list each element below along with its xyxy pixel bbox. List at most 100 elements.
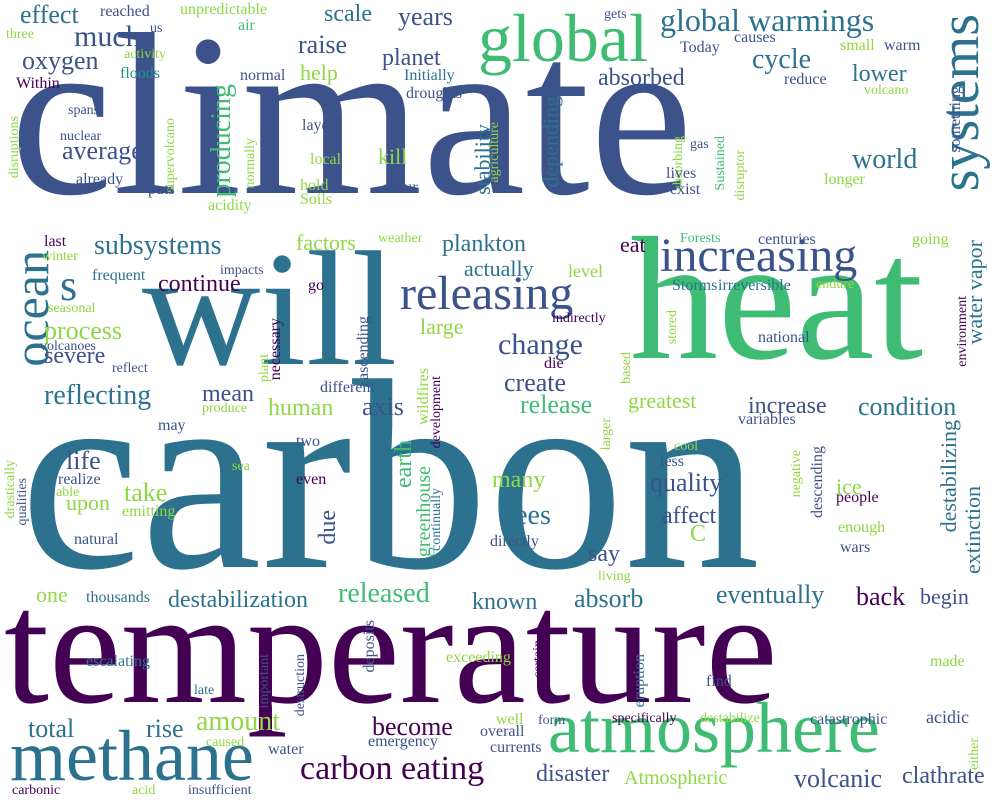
cloud-word: ascending (355, 316, 372, 380)
cloud-word: plant (257, 354, 272, 382)
cloud-word: oxygen (22, 46, 99, 75)
cloud-word: hold (300, 177, 329, 194)
cloud-word: already (76, 171, 124, 188)
cloud-word: subsystems (94, 230, 222, 261)
cloud-word: process (44, 316, 122, 345)
cloud-word: even (296, 471, 327, 488)
cloud-word: gets (604, 7, 627, 22)
cloud-word: clathrate (902, 763, 985, 789)
cloud-word: one (36, 582, 68, 607)
cloud-word: variables (738, 411, 796, 428)
cloud-word: disaster (536, 761, 610, 787)
cloud-word: normally (243, 138, 258, 189)
cloud-word: impacts (220, 263, 264, 278)
cloud-word: cycle (752, 44, 812, 75)
cloud-word: two (296, 433, 320, 450)
cloud-word: less (660, 453, 684, 470)
cloud-word: living (598, 569, 631, 584)
cloud-word: actually (464, 256, 534, 281)
cloud-word: realize (58, 471, 101, 488)
cloud-word: amount (196, 706, 280, 737)
cloud-word: axis (362, 392, 404, 421)
cloud-word: reduce (784, 71, 827, 88)
cloud-word: absorb (574, 584, 644, 613)
cloud-word: disruptions (7, 116, 22, 179)
cloud-word: air (238, 17, 255, 34)
cloud-word: small (840, 37, 875, 54)
cloud-word: volcanic (794, 764, 883, 793)
cloud-word: total (28, 714, 75, 743)
cloud-word: lower (852, 61, 907, 87)
cloud-word: emergency (368, 733, 438, 750)
cloud-word: natural (74, 531, 119, 548)
cloud-word: trees (498, 500, 551, 531)
cloud-word: affect (662, 503, 717, 529)
cloud-word: occur (382, 179, 418, 196)
cloud-word: Today (680, 39, 720, 56)
cloud-word: indirectly (552, 311, 606, 326)
cloud-word: puts (148, 181, 175, 198)
cloud-word: three (6, 27, 34, 42)
cloud-word: agriculture (487, 122, 502, 183)
cloud-word: may (158, 417, 186, 434)
cloud-word: important (257, 654, 272, 709)
cloud-word: become (372, 712, 453, 741)
cloud-word: average (62, 136, 143, 165)
cloud-word: level (568, 261, 603, 281)
cloud-word: severe (44, 343, 106, 369)
cloud-word: frequent (92, 267, 146, 284)
cloud-word: life (66, 446, 101, 475)
cloud-word: depending (538, 96, 563, 188)
cloud-word: irreversible (718, 277, 791, 294)
cloud-word: destabilize (700, 711, 760, 726)
cloud-word: centuries (758, 231, 816, 248)
cloud-word: begin (920, 584, 969, 609)
cloud-word: human (268, 395, 334, 421)
cloud-word: causes (734, 29, 776, 46)
cloud-word: quality (650, 468, 723, 497)
cloud-word: methane (10, 716, 254, 796)
cloud-word: specifically (612, 711, 677, 726)
cloud-word: reflect (112, 361, 148, 376)
cloud-word: s (60, 261, 78, 310)
cloud-word: global warmings (660, 2, 875, 38)
cloud-word: destabilizing (936, 420, 961, 533)
cloud-word: say (588, 541, 620, 567)
cloud-word: effect (20, 0, 79, 29)
cloud-word: change (498, 328, 583, 361)
cloud-word: help (300, 60, 338, 85)
cloud-word: ice (836, 474, 862, 499)
cloud-word: continually (429, 488, 444, 551)
cloud-word: larger (599, 418, 614, 451)
cloud-word: destruction (293, 654, 308, 717)
cloud-word: droughts (406, 85, 462, 102)
cloud-word: last (44, 233, 67, 250)
cloud-word: local (310, 151, 342, 168)
cloud-word: wars (840, 539, 871, 556)
cloud-word: extinction (960, 486, 985, 574)
cloud-word: sea (232, 459, 250, 474)
cloud-word: due (315, 510, 341, 545)
cloud-word: warm (884, 37, 921, 54)
cloud-word: upon (66, 490, 110, 515)
cloud-word: well (496, 711, 524, 728)
cloud-word: plankton (442, 231, 526, 257)
cloud-word: go (308, 277, 324, 294)
cloud-word: many (492, 467, 546, 493)
cloud-word: descending (809, 446, 826, 518)
cloud-word: destabilization (168, 587, 308, 613)
cloud-word: normal (240, 67, 286, 84)
cloud-word: Soils (300, 191, 333, 208)
cloud-word: unpredictable (180, 1, 268, 18)
cloud-word: planet (382, 45, 441, 71)
cloud-word: reached (100, 3, 150, 20)
cloud-word: form (538, 713, 566, 728)
cloud-word: create (504, 368, 567, 397)
cloud-word: thousands (86, 589, 150, 606)
cloud-word: acidity (208, 197, 252, 214)
cloud-word: large (420, 314, 464, 339)
cloud-word: disruptor (733, 150, 748, 201)
cloud-word: longer (824, 171, 865, 188)
cloud-word: climate (10, 0, 693, 244)
cloud-word: overall (480, 723, 525, 740)
